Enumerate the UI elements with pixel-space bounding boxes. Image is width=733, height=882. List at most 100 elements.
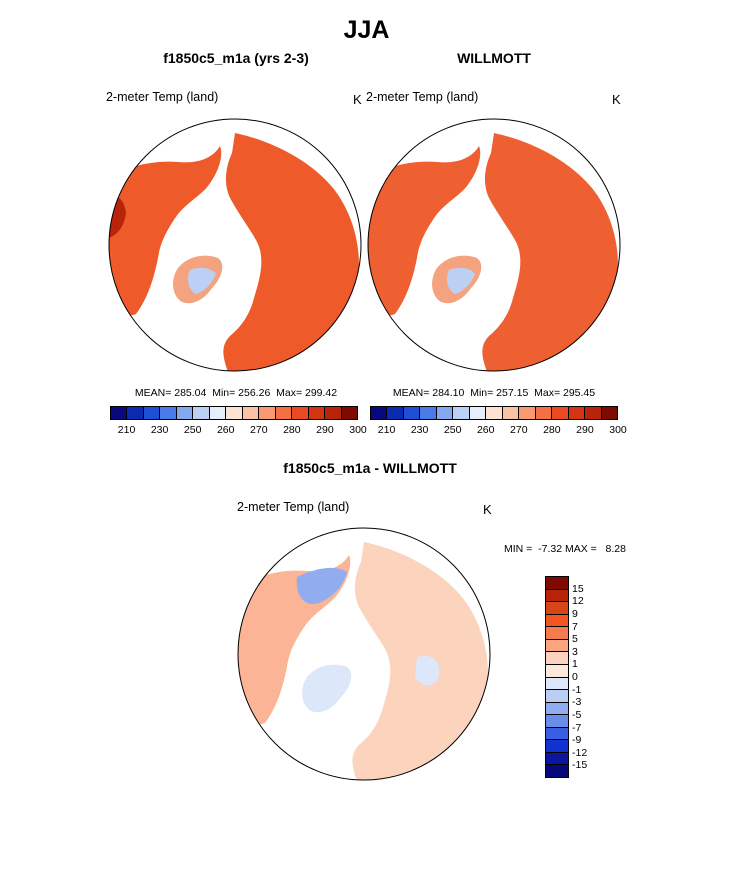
- panel2-land-eurasia: [482, 133, 618, 371]
- panel2-colorbar: [370, 406, 618, 420]
- colorbar-tick-label: -3: [572, 696, 582, 709]
- colorbar-box: [143, 407, 161, 419]
- colorbar-box: [502, 407, 520, 419]
- panel1-title: f1850c5_m1a (yrs 2-3): [163, 50, 309, 66]
- colorbar-box: [275, 407, 293, 419]
- colorbar-tick-label: 9: [572, 607, 578, 620]
- panel3-units: K: [483, 502, 492, 517]
- panel2-stats: MEAN= 284.10 Min= 257.15 Max= 295.45: [392, 387, 596, 399]
- colorbar-tick-label: -1: [572, 683, 582, 696]
- colorbar-box: [111, 407, 128, 419]
- colorbar-box: [546, 627, 568, 640]
- colorbar-tick-label: 280: [283, 424, 301, 436]
- colorbar-box: [601, 407, 618, 419]
- panel1-stats: MEAN= 285.04 Min= 256.26 Max= 299.42: [134, 387, 338, 399]
- colorbar-tick-label: 290: [316, 424, 334, 436]
- colorbar-box: [546, 752, 568, 766]
- colorbar-box: [259, 407, 276, 419]
- panel1-colorbar: [110, 406, 358, 420]
- colorbar-tick-label: 280: [543, 424, 561, 436]
- panel3-greenland: [302, 664, 352, 713]
- colorbar-tick-label: 15: [572, 582, 584, 595]
- colorbar-box: [546, 702, 568, 716]
- colorbar-box: [546, 690, 568, 703]
- colorbar-tick-label: 210: [377, 424, 396, 436]
- colorbar-tick-label: 250: [443, 424, 462, 436]
- panel2-greenland-core: [447, 267, 475, 294]
- colorbar-tick-label: 7: [572, 620, 578, 633]
- colorbar-box: [546, 715, 568, 728]
- colorbar-box: [552, 407, 569, 419]
- colorbar-tick-label: 230: [410, 424, 429, 436]
- colorbar-tick-label: 260: [476, 424, 495, 436]
- colorbar-tick-label: 3: [572, 645, 578, 658]
- panel1-land-america: [109, 146, 222, 316]
- colorbar-box: [242, 407, 260, 419]
- colorbar-box: [546, 602, 568, 615]
- colorbar-box: [546, 765, 568, 777]
- panel3-colorbar: [545, 576, 569, 778]
- colorbar-box: [209, 407, 227, 419]
- colorbar-box: [160, 407, 177, 419]
- colorbar-box: [193, 407, 210, 419]
- colorbar-box: [585, 407, 602, 419]
- colorbar-tick-label: -7: [572, 721, 582, 734]
- panel3-cool-patch: [415, 655, 440, 686]
- panel2-land-america: [368, 146, 481, 316]
- colorbar-box: [546, 740, 568, 753]
- colorbar-box: [469, 407, 487, 419]
- colorbar-box: [546, 577, 568, 590]
- panel1-land-eurasia: [223, 133, 359, 371]
- panel1-polar-map: [108, 118, 362, 372]
- colorbar-box: [420, 407, 437, 419]
- colorbar-tick-label: 300: [609, 424, 627, 436]
- colorbar-box: [486, 407, 503, 419]
- colorbar-tick-label: 300: [349, 424, 367, 436]
- panel3-variable-label: 2-meter Temp (land): [237, 500, 350, 514]
- colorbar-tick-label: 210: [117, 424, 136, 436]
- colorbar-box: [325, 407, 342, 419]
- colorbar-box: [568, 407, 586, 419]
- colorbar-box: [546, 614, 568, 628]
- colorbar-tick-label: -5: [572, 708, 582, 721]
- panel2-colorbar-ticks: 210 230 250 260 270 280 290 300: [370, 424, 627, 438]
- panel1-units: K: [353, 92, 362, 107]
- colorbar-tick-label: 270: [250, 424, 268, 436]
- colorbar-tick-label: 270: [510, 424, 528, 436]
- colorbar-box: [176, 407, 194, 419]
- panel2-units: K: [612, 92, 621, 107]
- colorbar-box: [546, 727, 568, 741]
- colorbar-tick-label: -15: [572, 759, 588, 772]
- colorbar-box: [127, 407, 144, 419]
- colorbar-box: [546, 589, 568, 603]
- colorbar-box: [371, 407, 388, 419]
- colorbar-tick-label: 5: [572, 633, 578, 646]
- colorbar-box: [308, 407, 326, 419]
- page-title: JJA: [343, 16, 390, 44]
- panel2-title: WILLMOTT: [457, 50, 531, 66]
- colorbar-tick-label: 0: [572, 671, 578, 683]
- panel3-stats: MIN = -7.32 MAX = 8.28: [504, 543, 626, 555]
- colorbar-box: [387, 407, 404, 419]
- colorbar-box: [535, 407, 553, 419]
- colorbar-tick-label: 250: [183, 424, 202, 436]
- colorbar-box: [453, 407, 470, 419]
- panel3-title: f1850c5_m1a - WILLMOTT: [283, 460, 457, 476]
- panel3-polar-map: [237, 527, 491, 781]
- panel1-variable-label: 2-meter Temp (land): [106, 90, 219, 104]
- panel2-polar-map: [367, 118, 621, 372]
- colorbar-box: [546, 677, 568, 691]
- colorbar-box: [546, 652, 568, 665]
- panel2-variable-label: 2-meter Temp (land): [366, 90, 479, 104]
- colorbar-box: [546, 639, 568, 653]
- colorbar-box: [226, 407, 243, 419]
- colorbar-box: [341, 407, 358, 419]
- colorbar-tick-label: -9: [572, 734, 582, 747]
- colorbar-box: [403, 407, 421, 419]
- panel1-greenland-core: [188, 267, 216, 294]
- panel1-colorbar-ticks: 210 230 250 260 270 280 290 300: [110, 424, 367, 438]
- colorbar-box: [292, 407, 309, 419]
- colorbar-tick-label: -12: [572, 746, 588, 759]
- colorbar-tick-label: 290: [576, 424, 594, 436]
- colorbar-box: [546, 664, 568, 678]
